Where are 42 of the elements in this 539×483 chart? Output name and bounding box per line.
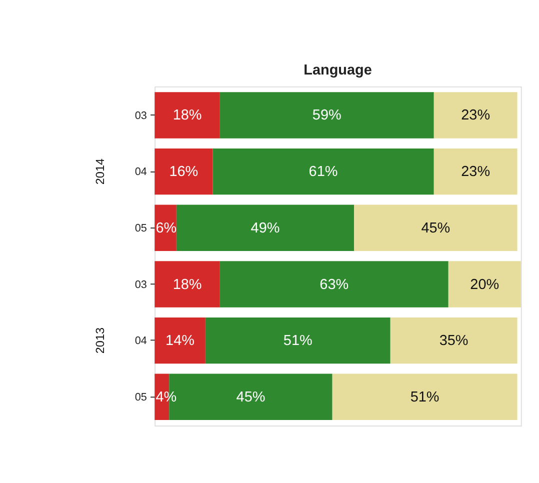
bar xyxy=(354,204,518,251)
bar xyxy=(154,261,220,308)
bar xyxy=(212,148,434,195)
y-tick-label: 05 xyxy=(134,392,147,404)
bar xyxy=(448,261,521,308)
data-label: 51% xyxy=(410,389,440,406)
data-label: 18% xyxy=(172,276,202,293)
chart-title: Language xyxy=(304,62,372,79)
data-label: 49% xyxy=(250,220,280,236)
y-tick-label: 04 xyxy=(134,166,147,178)
text: 2013 xyxy=(94,327,107,354)
bar xyxy=(154,92,220,138)
bar xyxy=(434,148,518,195)
bar xyxy=(205,317,390,364)
bar xyxy=(154,317,206,364)
data-label: 16% xyxy=(169,164,198,180)
y-tick-label: 05 xyxy=(134,222,147,235)
data-label: 23% xyxy=(461,108,490,124)
data-label: 35% xyxy=(439,333,468,350)
data-label: 45% xyxy=(236,389,266,406)
data-label: 18% xyxy=(172,108,202,124)
y-tick-label: 03 xyxy=(134,110,147,122)
bar xyxy=(332,374,518,420)
data-label: 23% xyxy=(461,164,490,180)
data-label: 63% xyxy=(320,276,349,293)
data-label: 14% xyxy=(166,333,195,350)
y-tick-label: 03 xyxy=(134,278,147,291)
bar xyxy=(220,261,448,308)
bar xyxy=(154,148,213,195)
data-label: 61% xyxy=(308,164,338,180)
data-label: 45% xyxy=(421,220,450,236)
bar xyxy=(176,204,354,251)
data-label: 6% xyxy=(156,220,177,236)
bar xyxy=(390,317,518,364)
bar xyxy=(220,92,434,138)
data-label: 20% xyxy=(470,276,500,293)
y-tick-label: 04 xyxy=(134,335,147,348)
text: 2014 xyxy=(94,158,107,185)
bar xyxy=(154,204,176,251)
data-label: 51% xyxy=(283,333,312,350)
data-label: 59% xyxy=(312,108,342,124)
bar xyxy=(434,92,518,138)
